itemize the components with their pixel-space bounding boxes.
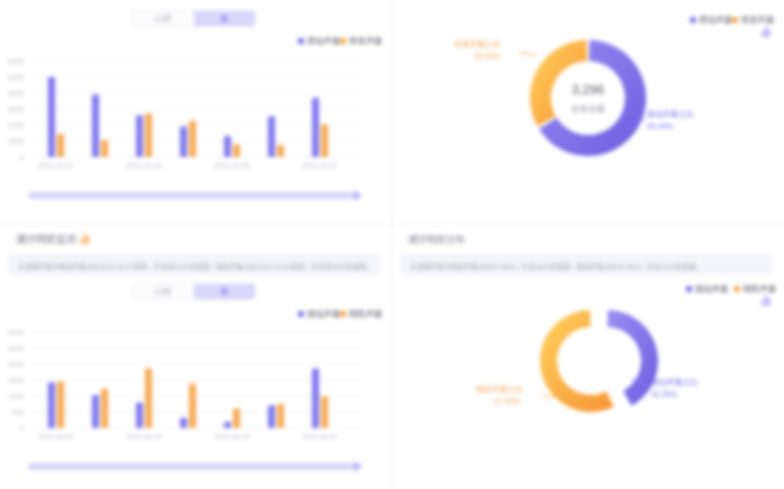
svg-text:2022.04.03: 2022.04.03 <box>126 161 163 170</box>
svg-text:4000: 4000 <box>8 344 24 353</box>
svg-text:2022.04.05: 2022.04.05 <box>214 432 251 441</box>
svg-text:转发声量占比: 转发声量占比 <box>454 39 501 49</box>
svg-text:33.56%: 33.56% <box>474 52 501 61</box>
svg-text:0: 0 <box>20 153 24 162</box>
svg-text:2022.04.01: 2022.04.01 <box>38 161 75 170</box>
svg-text:2000: 2000 <box>8 376 24 385</box>
svg-text:0: 0 <box>20 424 24 433</box>
svg-text:1000: 1000 <box>8 392 24 401</box>
svg-text:2022.04.03: 2022.04.03 <box>126 432 163 441</box>
svg-text:4000: 4000 <box>8 89 24 98</box>
svg-text:2000: 2000 <box>8 121 24 130</box>
svg-text:2022.04.05: 2022.04.05 <box>214 161 251 170</box>
svg-text:原站声量占比: 原站声量占比 <box>647 109 694 119</box>
svg-text:66.44%: 66.44% <box>647 122 674 131</box>
svg-text:1000: 1000 <box>8 137 24 146</box>
svg-text:3000: 3000 <box>8 105 24 114</box>
svg-text:57.65%: 57.65% <box>494 397 521 406</box>
svg-text:6000: 6000 <box>8 57 24 66</box>
svg-text:2022.04.07: 2022.04.07 <box>302 161 339 170</box>
svg-text:2022.04.01: 2022.04.01 <box>38 432 75 441</box>
svg-text:3000: 3000 <box>8 360 24 369</box>
svg-text:网民声量占比: 网民声量占比 <box>476 384 523 394</box>
svg-text:500: 500 <box>12 408 24 417</box>
svg-text:42.35%: 42.35% <box>651 390 678 399</box>
svg-text:5000: 5000 <box>8 73 24 82</box>
svg-text:5000: 5000 <box>8 328 24 337</box>
svg-text:信息总量: 信息总量 <box>571 104 606 114</box>
svg-text:微站声量占比: 微站声量占比 <box>651 377 698 387</box>
svg-text:2022.04.07: 2022.04.07 <box>302 432 339 441</box>
svg-text:3,296: 3,296 <box>572 82 605 97</box>
